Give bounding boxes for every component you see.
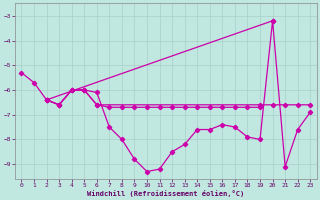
X-axis label: Windchill (Refroidissement éolien,°C): Windchill (Refroidissement éolien,°C) <box>87 190 244 197</box>
